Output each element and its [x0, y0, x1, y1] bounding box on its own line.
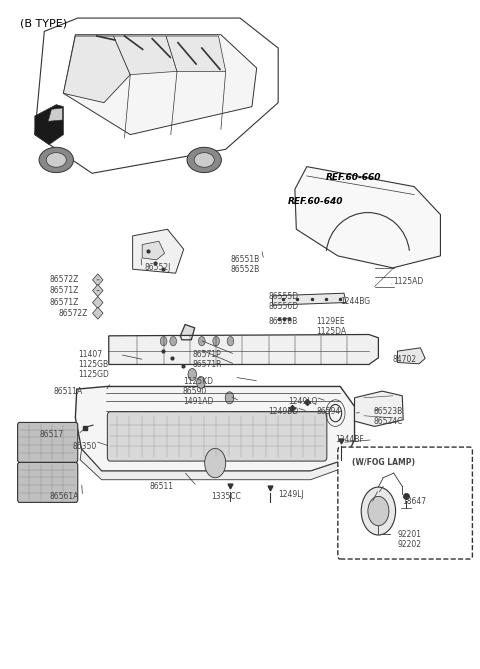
Text: 86517: 86517 [39, 430, 64, 439]
Polygon shape [180, 324, 195, 340]
Polygon shape [48, 108, 62, 121]
Polygon shape [93, 307, 103, 319]
Text: 86552B: 86552B [230, 266, 260, 274]
Text: 86590: 86590 [183, 387, 207, 395]
Text: 1249LJ: 1249LJ [278, 490, 304, 499]
Text: 86571R: 86571R [192, 360, 222, 369]
Text: 86555D: 86555D [269, 292, 299, 301]
Text: 1249LQ: 1249LQ [288, 397, 317, 405]
Text: 1125GB: 1125GB [78, 360, 108, 369]
Text: 18647: 18647 [402, 496, 426, 506]
Polygon shape [295, 167, 441, 268]
Circle shape [170, 337, 177, 346]
Text: 86571Z: 86571Z [49, 298, 79, 307]
Text: (W/FOG LAMP): (W/FOG LAMP) [352, 458, 415, 467]
Polygon shape [355, 391, 403, 426]
Polygon shape [397, 348, 425, 364]
Text: 86511: 86511 [149, 482, 173, 491]
Circle shape [199, 337, 205, 346]
Text: 1125AD: 1125AD [393, 277, 423, 286]
Polygon shape [93, 296, 103, 308]
Polygon shape [142, 242, 165, 260]
Ellipse shape [46, 153, 66, 167]
Circle shape [227, 337, 234, 346]
FancyBboxPatch shape [338, 447, 472, 559]
FancyBboxPatch shape [108, 412, 327, 461]
Text: REF.60-640: REF.60-640 [288, 197, 343, 206]
Polygon shape [80, 449, 355, 480]
FancyBboxPatch shape [18, 462, 78, 502]
Circle shape [160, 337, 167, 346]
Polygon shape [166, 36, 226, 72]
Text: 86561A: 86561A [49, 492, 79, 501]
Text: 84702: 84702 [393, 355, 417, 365]
Polygon shape [35, 104, 63, 145]
Text: 1125GD: 1125GD [78, 370, 108, 379]
Text: 1244BG: 1244BG [340, 296, 371, 306]
Text: 86572Z: 86572Z [59, 308, 88, 318]
Text: 86552J: 86552J [144, 264, 171, 272]
Circle shape [225, 392, 234, 404]
Text: (B TYPE): (B TYPE) [21, 18, 68, 28]
Circle shape [197, 377, 205, 389]
Text: 86571Z: 86571Z [49, 286, 79, 295]
Text: 86551B: 86551B [230, 256, 260, 264]
Circle shape [204, 448, 226, 478]
Ellipse shape [39, 147, 73, 173]
Text: 1491AD: 1491AD [183, 397, 213, 405]
Ellipse shape [194, 153, 214, 167]
Text: 11407: 11407 [78, 350, 102, 359]
Text: 1335CC: 1335CC [211, 492, 241, 501]
Polygon shape [273, 293, 346, 305]
Text: 1129EE: 1129EE [316, 316, 345, 326]
Polygon shape [93, 284, 103, 296]
Circle shape [361, 487, 396, 535]
Text: 86572Z: 86572Z [49, 276, 79, 284]
Text: 1125KD: 1125KD [183, 377, 213, 385]
Circle shape [213, 337, 219, 346]
Ellipse shape [187, 147, 221, 173]
Text: 92202: 92202 [397, 540, 421, 549]
FancyBboxPatch shape [18, 422, 78, 462]
Text: 86511A: 86511A [54, 387, 83, 395]
Polygon shape [75, 387, 355, 471]
Text: 86556D: 86556D [269, 302, 299, 311]
Circle shape [368, 496, 389, 526]
Text: 1125DA: 1125DA [316, 326, 347, 336]
Text: 86523B: 86523B [373, 407, 403, 415]
Polygon shape [63, 36, 130, 102]
Polygon shape [109, 334, 378, 365]
Text: 1249BD: 1249BD [269, 407, 299, 415]
Polygon shape [63, 35, 257, 134]
Polygon shape [93, 274, 103, 286]
Polygon shape [114, 36, 177, 75]
Text: 1244BF: 1244BF [336, 436, 364, 444]
Text: 86571P: 86571P [192, 350, 221, 359]
Text: 92201: 92201 [397, 530, 421, 539]
Text: 86350: 86350 [73, 442, 97, 451]
Text: 86520B: 86520B [269, 316, 298, 326]
Polygon shape [132, 229, 184, 273]
Text: REF.60-660: REF.60-660 [326, 173, 382, 183]
Text: 86594: 86594 [316, 407, 341, 415]
Circle shape [188, 369, 197, 381]
Text: 86524C: 86524C [373, 417, 403, 425]
